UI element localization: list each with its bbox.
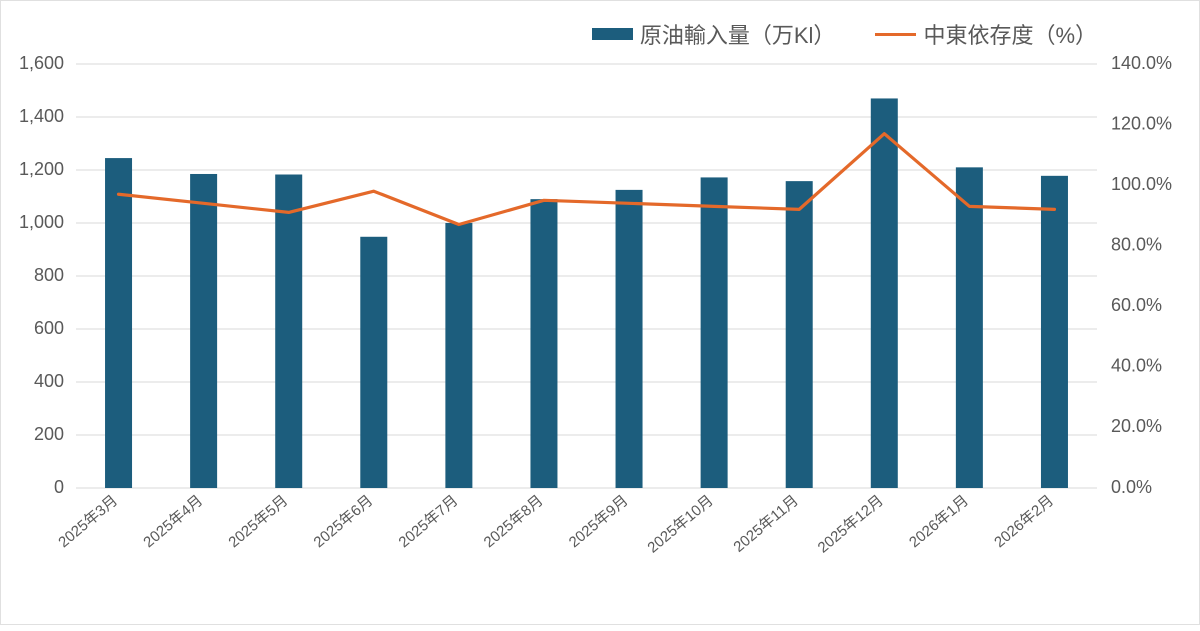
- svg-text:140.0%: 140.0%: [1111, 53, 1172, 73]
- svg-text:1,600: 1,600: [19, 53, 64, 73]
- svg-text:80.0%: 80.0%: [1111, 234, 1162, 254]
- svg-text:200: 200: [34, 424, 64, 444]
- svg-text:2025年11月: 2025年11月: [730, 492, 801, 556]
- svg-text:120.0%: 120.0%: [1111, 113, 1172, 133]
- svg-text:2025年4月: 2025年4月: [140, 492, 206, 551]
- svg-text:400: 400: [34, 371, 64, 391]
- svg-text:2025年7月: 2025年7月: [396, 492, 462, 551]
- svg-text:2025年12月: 2025年12月: [815, 492, 887, 556]
- svg-text:1,400: 1,400: [19, 106, 64, 126]
- svg-text:40.0%: 40.0%: [1111, 356, 1162, 376]
- svg-text:1,200: 1,200: [19, 159, 64, 179]
- svg-text:0: 0: [54, 477, 64, 497]
- svg-text:2025年5月: 2025年5月: [225, 492, 291, 551]
- svg-text:2026年1月: 2026年1月: [906, 492, 972, 551]
- svg-text:0.0%: 0.0%: [1111, 477, 1152, 497]
- svg-text:600: 600: [34, 318, 64, 338]
- svg-text:2026年2月: 2026年2月: [991, 492, 1057, 551]
- svg-text:2025年8月: 2025年8月: [481, 492, 547, 551]
- svg-text:800: 800: [34, 265, 64, 285]
- svg-text:60.0%: 60.0%: [1111, 295, 1162, 315]
- svg-text:2025年10月: 2025年10月: [644, 492, 716, 556]
- svg-text:2025年3月: 2025年3月: [55, 492, 121, 551]
- svg-text:1,000: 1,000: [19, 212, 64, 232]
- svg-text:2025年9月: 2025年9月: [566, 492, 632, 551]
- svg-text:100.0%: 100.0%: [1111, 174, 1172, 194]
- svg-text:20.0%: 20.0%: [1111, 416, 1162, 436]
- svg-text:2025年6月: 2025年6月: [310, 492, 376, 551]
